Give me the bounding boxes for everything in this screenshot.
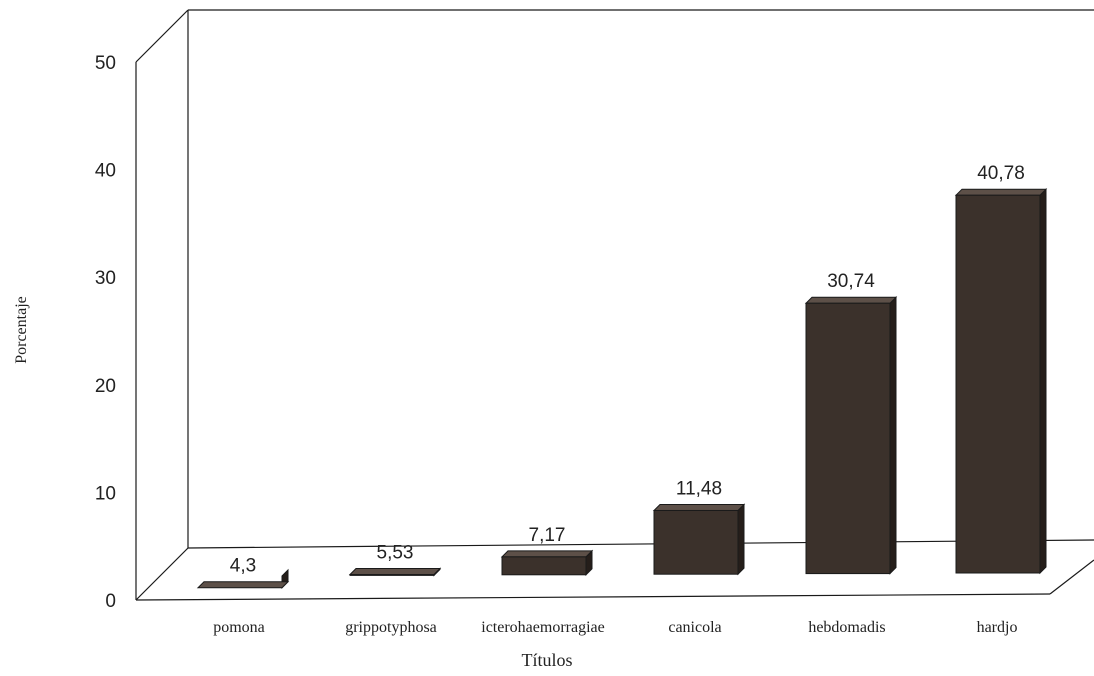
bar-front (653, 509, 739, 575)
category-labels: pomona grippotyphosa icterohaemorragiae can… (213, 619, 1017, 636)
bar (348, 567, 442, 577)
value-labels: 4,3 5,53 7,17 11,48 30,74 40,78 (230, 163, 1025, 577)
bar-value-label: 5,53 (377, 542, 414, 563)
bar (954, 188, 1048, 575)
bar-side (737, 503, 745, 576)
bar-front (501, 556, 587, 576)
bar-top (652, 503, 746, 511)
y-tick-label: 10 (95, 483, 116, 504)
bar-value-label: 30,74 (827, 271, 875, 292)
bar (500, 549, 594, 577)
bar-front (805, 302, 891, 575)
y-tick-label: 0 (105, 591, 116, 612)
bar-value-label: 11,48 (676, 478, 722, 499)
bar-front (349, 573, 435, 576)
bar-side (889, 296, 897, 575)
x-axis-title: Títulos (521, 650, 573, 670)
floor-front-edge (135, 593, 1051, 601)
category-label: grippotyphosa (345, 619, 437, 636)
chart-frame (135, 9, 1094, 601)
y-tick-label: 40 (95, 161, 116, 182)
bar-top (196, 581, 290, 589)
category-label: pomona (213, 619, 265, 636)
floor-back-edge (187, 539, 1094, 549)
bar-value-label: 7,17 (529, 525, 566, 546)
category-label: canicola (668, 619, 721, 636)
y-tick-label: 20 (95, 376, 116, 397)
category-label: icterohaemorragiae (481, 619, 604, 636)
y-tick-label: 50 (95, 53, 116, 74)
bar-top (804, 296, 898, 304)
bars (196, 188, 1048, 589)
bar-value-label: 40,78 (977, 163, 1025, 184)
bar (196, 568, 290, 589)
floor-left-edge (135, 547, 189, 601)
bar-top (500, 550, 594, 558)
left-wall-top-edge (135, 9, 189, 63)
y-axis-title: Porcentaje (13, 296, 30, 364)
bar-side (1039, 188, 1047, 575)
y-axis-ticks: 0 10 20 30 40 50 (95, 53, 116, 612)
bar-value-label: 4,3 (230, 556, 256, 577)
bar (652, 503, 746, 576)
y-axis-title-wrap: Porcentaje (2, 250, 42, 410)
bar-top (348, 567, 442, 575)
bar-top (954, 188, 1048, 196)
bar-front (955, 194, 1041, 574)
floor-right-edge (1049, 559, 1094, 595)
category-label: hebdomadis (808, 619, 885, 636)
y-tick-label: 30 (95, 268, 116, 289)
bar (804, 296, 898, 575)
category-label: hardjo (977, 619, 1018, 636)
